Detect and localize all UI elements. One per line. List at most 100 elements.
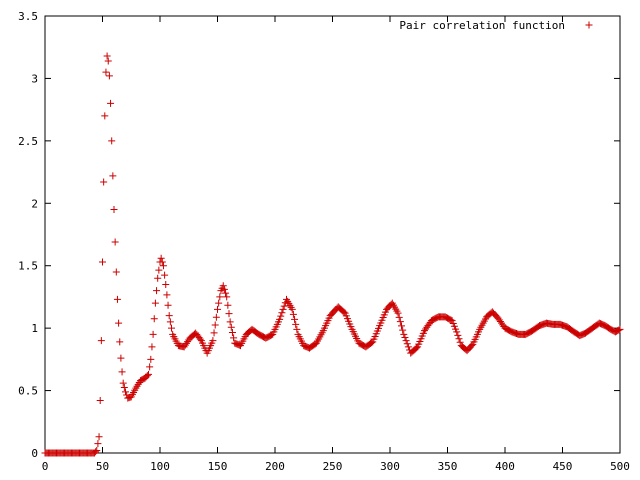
data-point — [97, 337, 105, 345]
y-tick-label: 0.5 — [18, 385, 38, 398]
data-point — [95, 433, 103, 441]
x-tick-label: 150 — [208, 460, 228, 473]
data-point — [120, 383, 128, 391]
data-point — [166, 318, 174, 326]
data-point — [288, 305, 296, 313]
plot-frame — [44, 15, 621, 454]
data-point — [277, 312, 285, 320]
data-point — [279, 305, 287, 313]
data-point — [453, 328, 461, 336]
data-point — [228, 329, 236, 337]
x-tick-label: 0 — [42, 460, 49, 473]
data-point — [168, 324, 175, 332]
data-point — [278, 309, 286, 317]
data-point — [155, 266, 163, 274]
data-point — [148, 343, 156, 351]
data-point — [164, 301, 172, 309]
legend: Pair correlation function — [399, 19, 593, 32]
data-point — [157, 254, 165, 262]
x-axis: 0 50 100 150 200 250 300 350 400 450 500 — [42, 16, 630, 473]
data-point — [230, 334, 238, 342]
data-point — [158, 258, 166, 266]
data-point — [143, 372, 151, 380]
data-point — [225, 310, 233, 318]
data-point — [117, 354, 125, 362]
data-point — [468, 342, 476, 350]
data-point — [291, 315, 299, 323]
data-point — [454, 331, 462, 339]
data-point — [280, 302, 288, 310]
data-point — [615, 326, 623, 334]
x-tick-label: 50 — [96, 460, 109, 473]
data-point — [395, 313, 403, 321]
data-point — [96, 397, 104, 405]
data-point — [215, 299, 223, 307]
data-point — [396, 318, 404, 326]
data-point — [165, 312, 173, 320]
x-tick-label: 450 — [553, 460, 573, 473]
data-point — [404, 343, 412, 351]
data-point — [368, 339, 376, 347]
data-point — [105, 72, 113, 80]
data-point — [292, 320, 300, 328]
legend-marker — [585, 21, 593, 29]
data-point — [108, 137, 116, 145]
data-point — [162, 280, 170, 288]
data-point — [220, 285, 228, 293]
data-point — [107, 99, 115, 107]
data-point — [154, 274, 162, 282]
data-point — [93, 447, 101, 455]
legend-label: Pair correlation function — [399, 19, 565, 32]
data-point — [147, 355, 155, 363]
data-point — [94, 440, 102, 448]
data-point — [151, 299, 159, 307]
x-tick-label: 200 — [265, 460, 285, 473]
data-point — [103, 52, 111, 60]
data-point — [455, 335, 463, 343]
data-point — [153, 287, 161, 295]
y-tick-label: 3 — [31, 72, 38, 85]
data-point — [210, 329, 218, 337]
data-point — [398, 322, 405, 330]
data-point — [340, 308, 348, 316]
data-point — [293, 325, 301, 333]
data-point — [118, 368, 126, 376]
y-tick-label: 1 — [31, 322, 38, 335]
data-point — [400, 330, 408, 338]
data-point — [149, 330, 157, 338]
data-point — [211, 321, 219, 329]
data-point — [223, 293, 231, 301]
x-tick-label: 400 — [495, 460, 515, 473]
data-point — [102, 68, 110, 76]
data-point — [216, 293, 224, 301]
data-point — [403, 340, 411, 348]
data-point — [616, 325, 624, 333]
x-tick-label: 350 — [438, 460, 458, 473]
x-tick-label: 500 — [610, 460, 630, 473]
data-point — [399, 326, 407, 334]
data-point — [224, 301, 232, 309]
y-tick-label: 0 — [31, 447, 38, 460]
y-axis: 0 0.5 1 1.5 2 2.5 3 3.5 — [18, 10, 620, 460]
data-point — [159, 262, 167, 270]
data-point — [99, 258, 106, 266]
data-point — [196, 335, 204, 343]
data-point — [100, 178, 108, 186]
data-point — [113, 295, 121, 303]
data-point — [161, 271, 169, 279]
y-tick-label: 2 — [31, 197, 38, 210]
data-point — [115, 319, 123, 327]
data-point — [227, 323, 235, 331]
data-point — [101, 112, 109, 120]
data-point — [116, 338, 124, 346]
data-point — [122, 388, 129, 396]
data-point — [110, 206, 118, 214]
data-point — [163, 291, 171, 299]
data-point — [402, 337, 410, 345]
x-tick-label: 100 — [150, 460, 170, 473]
data-point — [456, 338, 464, 346]
data-point — [150, 315, 158, 323]
data-point — [109, 172, 117, 180]
data-point — [226, 318, 234, 326]
